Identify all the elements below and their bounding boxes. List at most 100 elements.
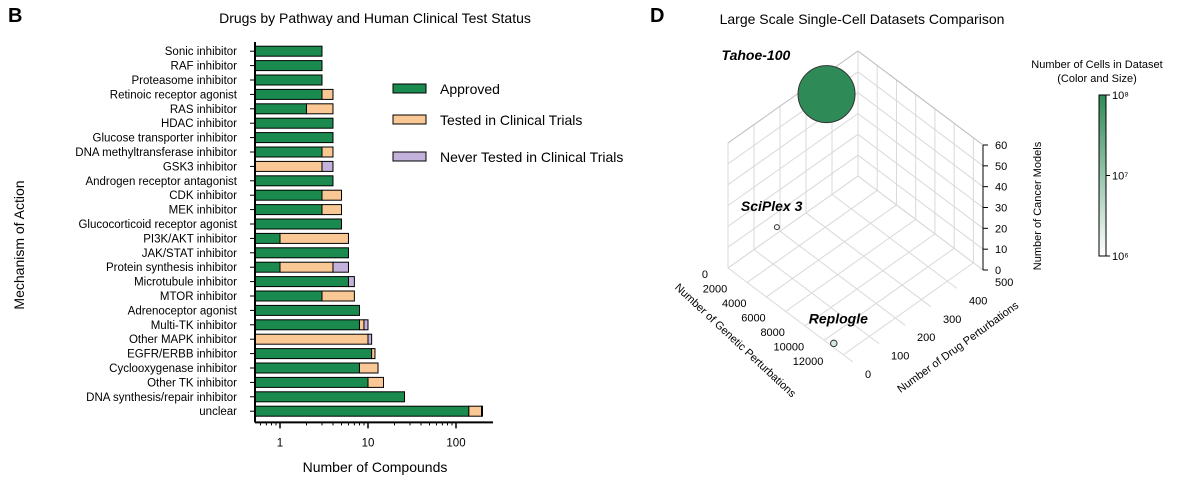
category-label: Androgen receptor antagonist (85, 176, 237, 188)
x-tick-label: 1 (277, 437, 283, 449)
category-label: EGFR/ERBB inhibitor (127, 349, 237, 361)
bar-segment (279, 261, 334, 273)
bar-y-axis-title: Mechanism of Action (11, 180, 27, 309)
category-label: DNA synthesis/repair inhibitor (86, 392, 237, 404)
grid-line (727, 154, 859, 248)
dataset-label: Replogle (809, 310, 868, 326)
category-label: RAF inhibitor (171, 61, 238, 73)
grid-line (746, 190, 878, 283)
category-label: Retinoic receptor agonist (110, 89, 238, 101)
bar-segment (254, 189, 323, 201)
cancer-models-tick-label: 10 (995, 244, 1007, 256)
legend-swatch (392, 83, 427, 94)
bar-segment (371, 348, 376, 360)
category-label: Proteasome inhibitor (132, 75, 238, 87)
bar-segment (367, 333, 373, 345)
bar-segment (321, 290, 355, 302)
drug-tick-label: 400 (969, 295, 987, 307)
bar-x-axis-title: Number of Compounds (303, 459, 448, 475)
bar-segment (254, 362, 360, 374)
drug-tick-label: 0 (865, 369, 871, 381)
bar-segment (254, 117, 334, 129)
bar-segment (254, 218, 343, 230)
genetic-tick-label: 10000 (774, 341, 805, 353)
colorbar-title: Number of Cells in Dataset (1031, 59, 1162, 71)
bar-segment (254, 204, 323, 216)
bar-segment (321, 160, 334, 172)
grid-line (727, 113, 859, 206)
bar-segment (254, 103, 307, 115)
genetic-tick-label: 6000 (741, 312, 765, 324)
legend-label: Approved (440, 81, 500, 97)
grid-line (804, 233, 936, 327)
scatter-3d-title: Large Scale Single-Cell Datasets Compari… (720, 11, 1005, 27)
bar-x-ticks: 1 10 100 (259, 422, 466, 449)
bar-segment (347, 276, 355, 288)
colorbar-ticks: 10⁶ 10⁷ 10⁸ (1106, 90, 1129, 263)
bar-segment (363, 319, 369, 331)
cancer-models-tick-label: 0 (995, 265, 1001, 277)
category-label: Other TK inhibitor (147, 377, 237, 389)
bar-segment (254, 405, 470, 417)
bar-segment (305, 103, 334, 115)
bar-chart-title: Drugs by Pathway and Human Clinical Test… (219, 10, 531, 26)
bar-segment (254, 261, 281, 273)
dataset-label: Tahoe-100 (722, 47, 791, 63)
bar-segment (321, 204, 343, 216)
legend-swatch (392, 114, 427, 125)
grid-line (857, 175, 984, 271)
bar-segment (254, 276, 349, 288)
scatter-3d-ticks: 0200040006000800010000120000100200300400… (702, 140, 1013, 381)
bar-segment (254, 304, 360, 316)
grid-line (857, 154, 984, 250)
dataset-bubble (773, 224, 780, 231)
x-tick-label: 10 (362, 437, 375, 449)
category-label: MTOR inhibitor (160, 291, 237, 303)
cancer-models-tick-label: 50 (995, 161, 1007, 173)
colorbar-subtitle: (Color and Size) (1057, 73, 1136, 85)
bar-segment (358, 362, 379, 374)
bar-segment (254, 391, 406, 403)
drug-tick-label: 100 (891, 351, 909, 363)
bar-legend: Approved Tested in Clinical Trials Never T… (392, 81, 623, 165)
grid-line (753, 249, 880, 344)
colorbar-tick-label: 10⁶ (1112, 251, 1129, 263)
genetic-tick-label: 4000 (722, 298, 746, 310)
category-label: DNA methyltransferase inhibitor (75, 147, 237, 159)
bar-segment (254, 319, 360, 331)
legend-swatch (392, 151, 427, 162)
bar-segment (254, 88, 323, 100)
category-label: CDK inhibitor (169, 190, 237, 202)
grid-line (857, 113, 984, 208)
cancer-models-axis-title: Number of Cancer Models (1032, 141, 1044, 270)
category-label: MEK inhibitor (169, 205, 238, 217)
bar-segment (254, 376, 369, 388)
bar-segment (254, 232, 281, 244)
panel-d-letter: D (650, 5, 664, 27)
bar-segment (332, 261, 349, 273)
genetic-tick-label: 12000 (793, 356, 824, 368)
bar-series (254, 45, 483, 417)
category-label: Cyclooxygenase inhibitor (109, 363, 237, 375)
colorbar-tick-label: 10⁸ (1112, 90, 1129, 102)
bar-segment (321, 146, 334, 158)
bar-segment (254, 160, 323, 172)
cancer-models-tick-label: 30 (995, 203, 1007, 215)
colorbar (1098, 94, 1107, 257)
bar-segment (468, 405, 483, 417)
bar-segment (254, 247, 349, 259)
dataset-label: SciPlex 3 (741, 198, 803, 214)
cancer-models-tick-label: 40 (995, 182, 1007, 194)
category-labels: Sonic inhibitor RAF inhibitor Proteasome i… (75, 46, 255, 418)
scatter-3d-grid (727, 50, 984, 363)
genetic-tick-label: 8000 (760, 327, 784, 339)
grid-line (843, 262, 974, 356)
bar-segment (254, 74, 323, 86)
genetic-tick-label: 0 (702, 269, 708, 281)
grid-line (823, 247, 955, 341)
category-label: Multi-TK inhibitor (151, 320, 237, 332)
category-label: PI3K/AKT inhibitor (143, 233, 237, 245)
bar-segment (254, 348, 373, 360)
bar-segment (254, 45, 323, 57)
